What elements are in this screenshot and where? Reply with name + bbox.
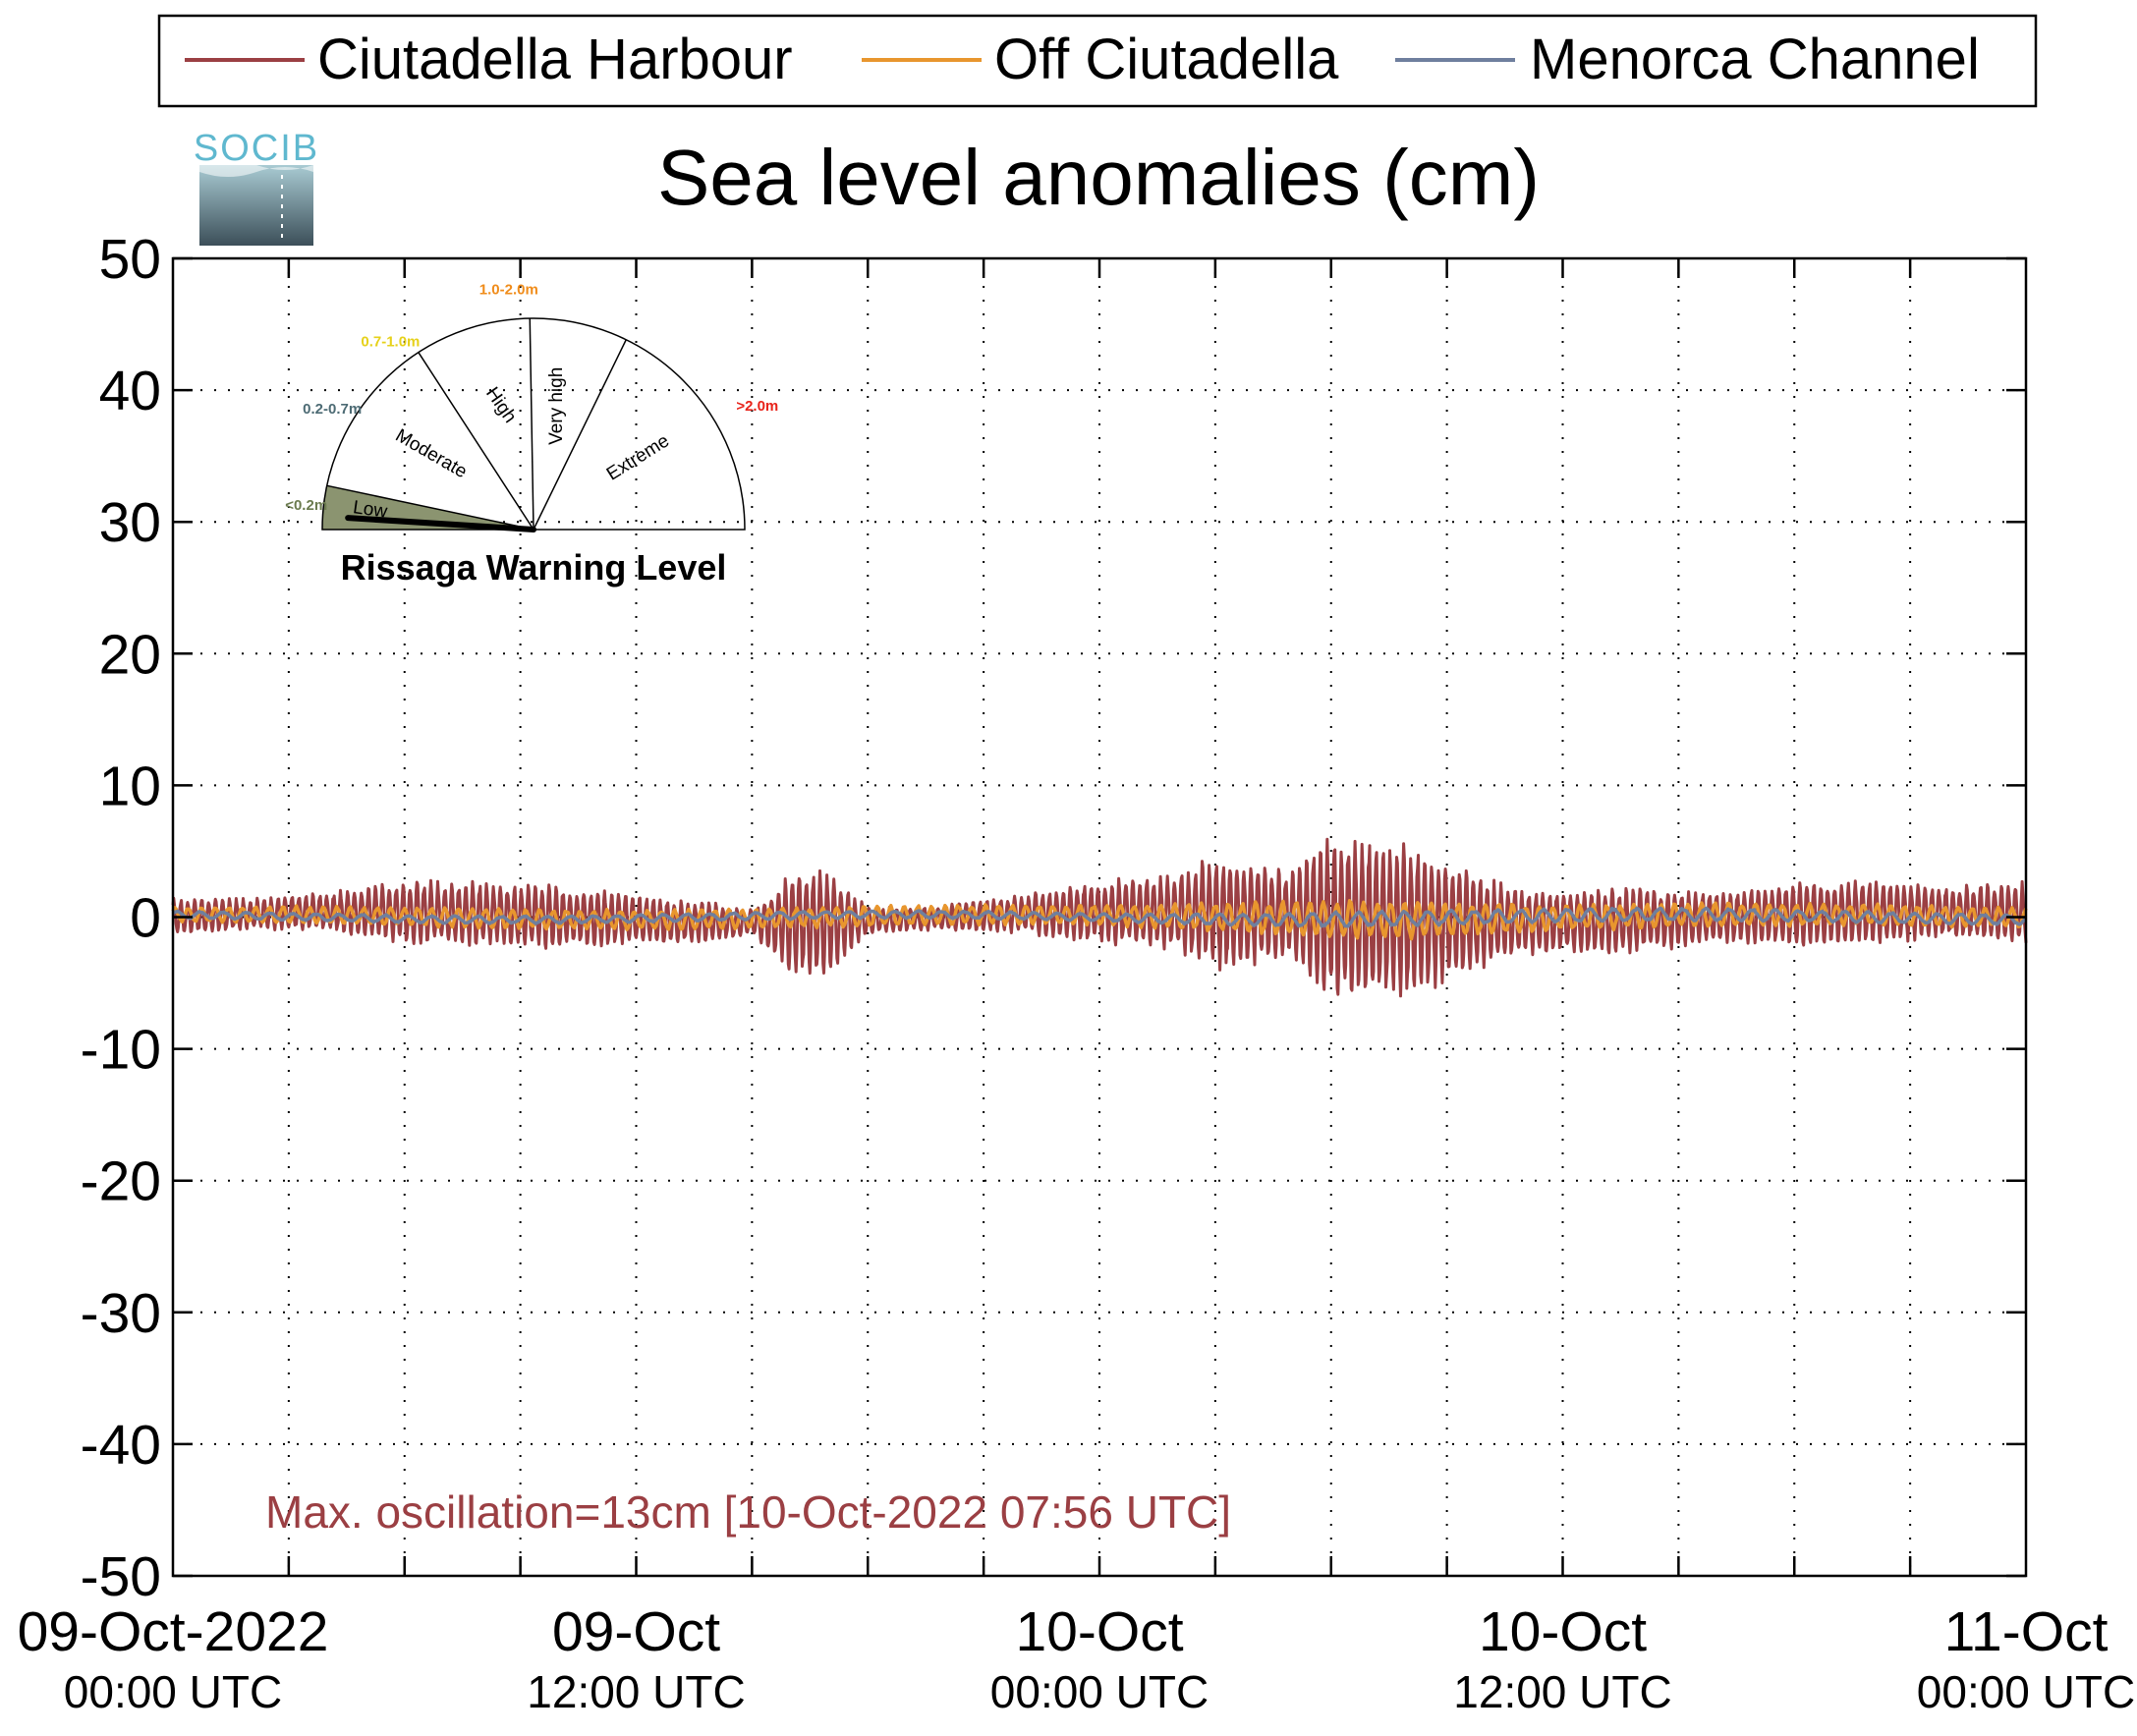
gauge-divider [533,339,627,531]
x-tick-label-time: 00:00 UTC [1917,1666,2135,1717]
gauge-range-2: 0.7-1.0m [361,334,420,351]
x-tick-label-time: 12:00 UTC [1453,1666,1671,1717]
x-tick-label-date: 09-Oct [552,1600,720,1663]
axis-ticks [173,256,2026,1578]
gauge-needle [345,515,536,532]
gauge-outline [321,317,746,531]
gauge-title: Rissaga Warning Level [341,547,727,588]
gauge-range-1: 0.2-0.7m [303,401,362,418]
y-tick-label: 40 [99,360,161,422]
y-tick-label: -20 [81,1150,161,1213]
gauge-divider [326,484,534,531]
x-tick-label-time: 12:00 UTC [527,1666,745,1717]
y-tick-label: -10 [81,1019,161,1082]
gauge-divider [529,318,534,531]
x-tick-label-time: 00:00 UTC [64,1666,282,1717]
legend-label-menorca-channel: Menorca Channel [1530,28,1980,91]
socib-logo-text: SOCIB [194,128,319,169]
y-tick-label: 0 [130,887,161,950]
x-tick-label-date: 10-Oct [1015,1600,1183,1663]
y-tick-label: 50 [99,228,161,291]
x-tick-label-date: 09-Oct-2022 [18,1600,329,1663]
max-oscillation-annotation: Max. oscillation=13cm [10-Oct-2022 07:56… [265,1486,1231,1538]
gauge-label-very-high: Very high [546,367,567,445]
y-tick-labels: 50 40 30 20 10 0 -10 -20 -30 -40 -50 [81,228,161,1608]
legend-label-off-ciutadella: Off Ciutadella [994,28,1339,91]
legend-box [157,14,2038,108]
series-line-menorca-channel [171,906,2028,928]
y-tick-label: 30 [99,491,161,554]
x-tick-label-time: 00:00 UTC [990,1666,1209,1717]
socib-logo: SOCIB [194,128,319,246]
y-tick-label: 20 [99,623,161,686]
gauge-divider [418,352,534,531]
legend: Ciutadella Harbour Off Ciutadella Menorc… [157,14,2038,108]
y-tick-label: -30 [81,1282,161,1345]
y-tick-label: -40 [81,1414,161,1477]
series-group [171,837,2028,998]
y-tick-label: -50 [81,1545,161,1608]
gauge-range-3: 1.0-2.0m [479,282,538,299]
legend-label-ciutadella-harbour: Ciutadella Harbour [317,28,793,91]
gauge-range-4: >2.0m [736,398,778,415]
x-tick-label-date: 10-Oct [1479,1600,1647,1663]
chart-title: Sea level anomalies (cm) [657,134,1540,221]
x-tick-label-date: 11-Oct [1944,1600,2109,1663]
gauge-range-0: <0.2m [285,497,327,514]
y-tick-label: 10 [99,755,161,817]
